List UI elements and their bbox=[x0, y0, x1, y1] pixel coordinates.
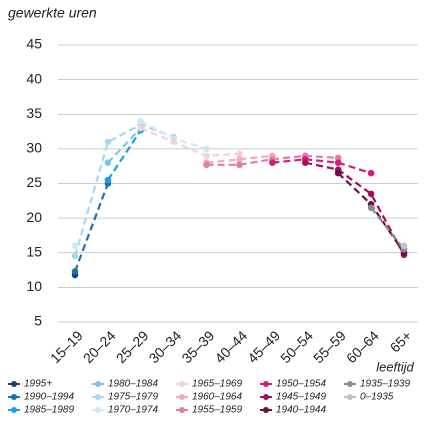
legend-label: 1995+ bbox=[24, 379, 52, 390]
legend-label: 1940–1944 bbox=[276, 405, 326, 416]
series-line bbox=[107, 127, 142, 164]
legend-swatch bbox=[263, 407, 269, 413]
data-point bbox=[367, 190, 375, 198]
x-tick-label: 35–39 bbox=[178, 327, 217, 366]
y-tick-label: 25 bbox=[26, 174, 42, 190]
legend-swatch bbox=[95, 407, 101, 413]
y-tick-label: 45 bbox=[26, 36, 42, 52]
legend-swatch bbox=[11, 381, 17, 387]
legend-label: 1965–1969 bbox=[192, 379, 242, 390]
data-point bbox=[400, 242, 408, 250]
legend-label: 1980–1984 bbox=[108, 379, 158, 390]
data-point bbox=[104, 138, 112, 146]
legend-label: 1985–1989 bbox=[24, 405, 74, 416]
x-tick-label: 45–49 bbox=[244, 327, 283, 366]
data-point bbox=[334, 154, 342, 162]
data-point bbox=[137, 124, 145, 132]
x-tick-label: 40–44 bbox=[211, 327, 250, 366]
legend-swatch bbox=[263, 381, 269, 387]
x-tick-label: 55–59 bbox=[310, 327, 349, 366]
legend-label: 1950–1954 bbox=[276, 379, 326, 390]
series-line bbox=[370, 207, 405, 250]
data-point bbox=[236, 155, 243, 163]
data-point bbox=[170, 138, 177, 146]
legend-swatch bbox=[179, 407, 185, 413]
legend-label: 1955–1959 bbox=[192, 405, 242, 416]
x-tick-label: 15–19 bbox=[47, 327, 86, 366]
data-point bbox=[203, 152, 210, 160]
legend-label: 1970–1974 bbox=[108, 405, 158, 416]
data-point bbox=[71, 242, 79, 250]
legend-label: 0–1935 bbox=[360, 392, 394, 403]
legend-swatch bbox=[95, 381, 101, 387]
data-point bbox=[71, 268, 79, 275]
legend-swatch bbox=[179, 381, 185, 387]
legend-label: 1945–1949 bbox=[276, 392, 326, 403]
y-axis-label: gewerkte uren bbox=[8, 5, 97, 21]
legend-swatch bbox=[179, 394, 185, 400]
y-tick-label: 40 bbox=[26, 70, 42, 86]
data-point bbox=[104, 176, 112, 184]
data-point bbox=[203, 161, 210, 169]
legend-label: 1990–1994 bbox=[24, 392, 74, 403]
series-line bbox=[73, 123, 175, 257]
x-tick-label: 65+ bbox=[387, 327, 415, 355]
y-tick-label: 15 bbox=[26, 243, 42, 259]
legend-label: 1975–1979 bbox=[108, 392, 158, 403]
legend-label: 1960–1964 bbox=[192, 392, 242, 403]
legend-swatch bbox=[347, 381, 353, 387]
data-point bbox=[334, 159, 342, 167]
data-point bbox=[302, 159, 309, 167]
x-tick-label: 50–54 bbox=[277, 327, 316, 366]
legend-label: 1935–1939 bbox=[360, 379, 410, 390]
data-point bbox=[334, 169, 342, 177]
series-line bbox=[305, 161, 405, 256]
data-point bbox=[236, 161, 243, 169]
data-point bbox=[104, 159, 112, 167]
data-point bbox=[236, 150, 243, 158]
data-point bbox=[71, 252, 79, 260]
data-point bbox=[269, 159, 276, 167]
y-tick-label: 20 bbox=[26, 209, 42, 225]
data-point bbox=[367, 169, 375, 177]
data-point bbox=[203, 145, 210, 153]
x-tick-label: 25–29 bbox=[113, 327, 152, 366]
y-tick-label: 35 bbox=[26, 105, 42, 121]
legend-swatch bbox=[347, 394, 353, 400]
y-tick-label: 10 bbox=[26, 278, 42, 294]
series-line bbox=[337, 172, 405, 254]
series-line bbox=[106, 129, 142, 181]
legend-swatch bbox=[263, 394, 269, 400]
series-line bbox=[272, 158, 372, 175]
y-tick-label: 5 bbox=[34, 313, 42, 329]
x-tick-label: 20–24 bbox=[80, 327, 119, 366]
x-tick-label: 30–34 bbox=[146, 327, 185, 366]
series-line bbox=[140, 127, 240, 157]
legend-swatch bbox=[95, 394, 101, 400]
y-tick-label: 30 bbox=[26, 140, 42, 156]
data-point bbox=[367, 204, 375, 212]
legend-swatch bbox=[11, 394, 17, 400]
legend-swatch bbox=[11, 407, 17, 413]
series-line bbox=[73, 183, 109, 272]
data-point bbox=[137, 117, 145, 125]
x-axis-label: leeftijd bbox=[376, 359, 414, 374]
